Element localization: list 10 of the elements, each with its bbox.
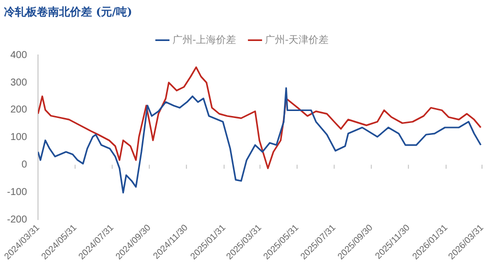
y-tick-label: -100	[7, 186, 28, 198]
y-tick-label: 200	[10, 104, 28, 116]
chart-title: 冷轧板卷南北价差 (元/吨)	[4, 5, 132, 18]
y-tick-label: 300	[10, 77, 28, 88]
y-tick-label: 0	[21, 159, 28, 170]
y-tick-label: 400	[10, 50, 28, 61]
y-tick-label: -200	[7, 214, 28, 226]
legend-label: 广州-上海价差	[172, 34, 236, 46]
legend-label: 广州-天津价差	[265, 34, 329, 46]
y-tick-label: 100	[10, 132, 28, 144]
